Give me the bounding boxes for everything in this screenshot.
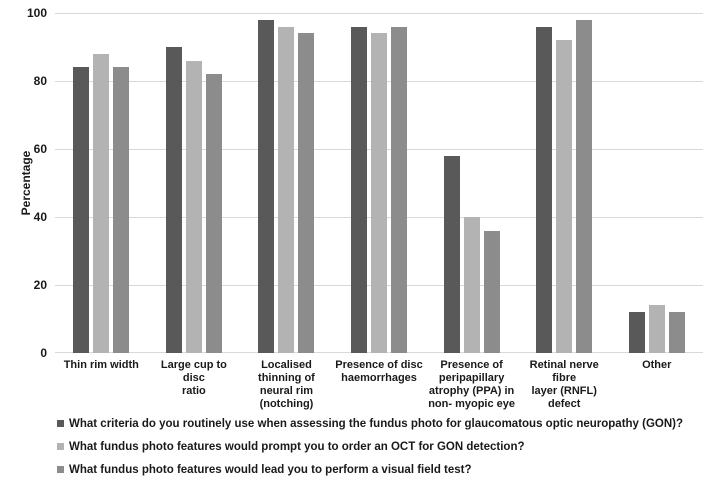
x-category-label: Presence of disc haemorrhages [335, 359, 423, 384]
legend-item: What fundus photo features would prompt … [57, 440, 683, 453]
plot-area [55, 13, 703, 353]
bar-series-2 [185, 60, 202, 353]
x-category-label: Localised thinning of neural rim (notching) [258, 359, 315, 410]
bar-series-3 [668, 312, 685, 353]
bar-series-2 [648, 305, 665, 353]
chart-legend: What criteria do you routinely use when … [57, 417, 683, 482]
bar-series-1 [351, 26, 368, 353]
bar-series-2 [278, 26, 295, 353]
bar-series-1 [258, 19, 275, 353]
x-category-label: Presence of peripapillary atrophy (PPA) in… [428, 359, 515, 410]
x-axis-category-labels: Thin rim width Large cup to disc ratio Loca… [55, 359, 703, 411]
x-category-label: Thin rim width [63, 359, 139, 371]
y-tick-label: 100 [26, 6, 47, 20]
bar-series-3 [391, 26, 408, 353]
bar-group [148, 13, 241, 353]
bar-series-1 [536, 26, 553, 353]
x-category-label: Large cup to disc ratio [160, 359, 227, 397]
legend-marker-icon [57, 466, 64, 473]
bar-series-3 [576, 19, 593, 353]
y-tick-label: 0 [40, 346, 47, 360]
bar-series-2 [371, 33, 388, 353]
y-tick-label: 40 [33, 210, 47, 224]
bar-group [518, 13, 611, 353]
x-category-label: Retinal nerve fibre layer (RNFL) defect [529, 359, 599, 410]
y-axis-tick-labels: 0 20 40 60 80 100 [0, 6, 47, 360]
bar-series-3 [483, 230, 500, 353]
bar-group [425, 13, 518, 353]
bar-group [610, 13, 703, 353]
y-tick-label: 20 [33, 278, 47, 292]
bar-series-1 [443, 155, 460, 353]
bar-series-1 [165, 47, 182, 353]
bar-group [333, 13, 426, 353]
y-tick-label: 80 [33, 74, 47, 88]
legend-item: What criteria do you routinely use when … [57, 417, 683, 430]
x-category-label: Other [642, 359, 672, 371]
legend-marker-icon [57, 443, 64, 450]
gridline [55, 13, 703, 14]
bar-group [55, 13, 148, 353]
bar-series-3 [298, 33, 315, 353]
bar-series-2 [93, 53, 110, 353]
bar-series-3 [205, 74, 222, 353]
legend-label: What fundus photo features would lead yo… [69, 463, 472, 476]
legend-item: What fundus photo features would lead yo… [57, 463, 683, 476]
bar-series-1 [73, 67, 90, 353]
bar-group [240, 13, 333, 353]
legend-label: What criteria do you routinely use when … [69, 417, 684, 430]
bar-series-1 [628, 312, 645, 353]
y-tick-label: 60 [33, 142, 47, 156]
bar-series-2 [556, 40, 573, 353]
bar-series-3 [113, 67, 130, 353]
legend-marker-icon [57, 420, 64, 427]
legend-label: What fundus photo features would prompt … [69, 440, 525, 453]
bar-series-2 [463, 217, 480, 353]
